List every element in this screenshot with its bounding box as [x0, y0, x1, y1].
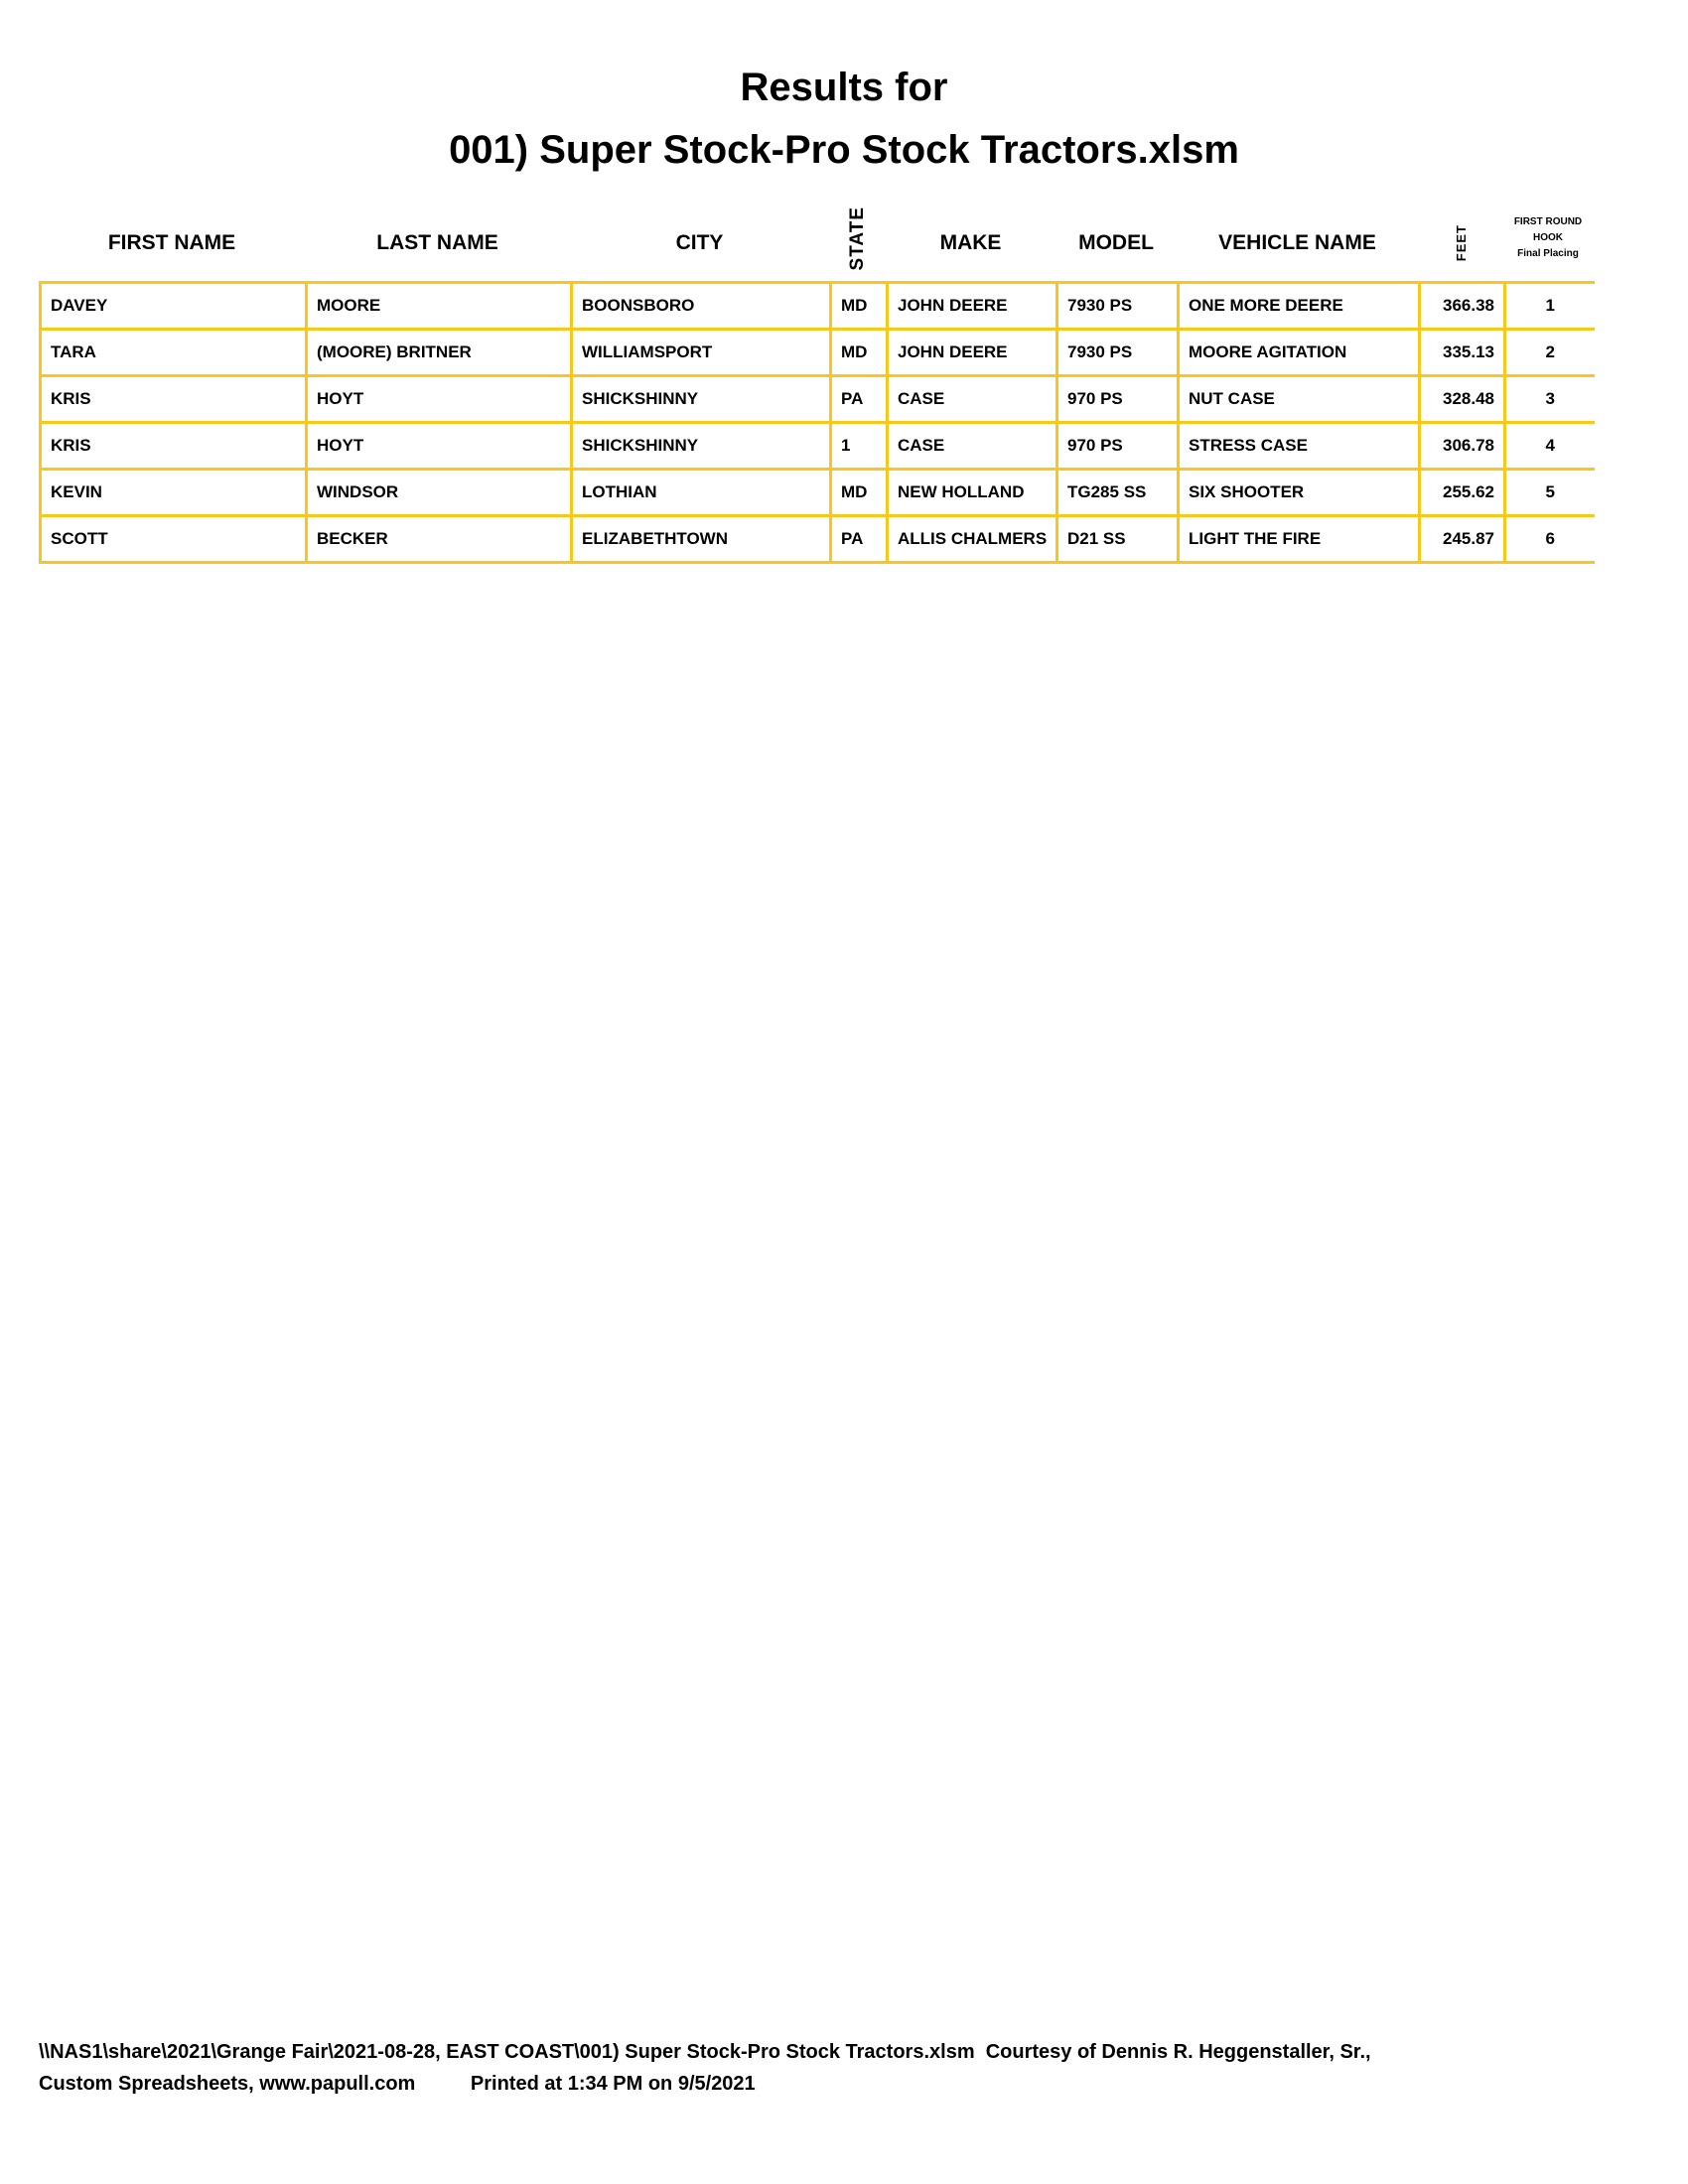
header-first-name: FIRST NAME: [107, 231, 236, 254]
cell-last-name: HOYT: [305, 421, 573, 471]
footer-file-path: \\NAS1\share\2021\Grange Fair\2021-08-28…: [39, 2041, 1371, 2063]
cell-model: 970 PS: [1055, 421, 1180, 471]
cell-make: JOHN DEERE: [886, 281, 1058, 331]
header-placing-line3: Final Placing: [1517, 248, 1579, 259]
header-state: STATE: [846, 205, 868, 271]
cell-city: WILLIAMSPORT: [570, 328, 832, 377]
cell-placing: 3: [1503, 374, 1595, 424]
footer-print-info: Custom Spreadsheets, www.papull.com Prin…: [39, 2073, 756, 2095]
cell-make: ALLIS CHALMERS: [886, 514, 1058, 564]
cell-feet: 335.13: [1418, 328, 1506, 377]
header-city: CITY: [675, 231, 724, 254]
header-state-cell: STATE: [829, 199, 886, 278]
cell-vehicle-name: STRESS CASE: [1177, 421, 1421, 471]
cell-state: MD: [829, 281, 889, 331]
cell-first-name: KRIS: [39, 374, 308, 424]
cell-city: BOONSBORO: [570, 281, 832, 331]
cell-model: D21 SS: [1055, 514, 1180, 564]
cell-model: 970 PS: [1055, 374, 1180, 424]
cell-first-name: DAVEY: [39, 281, 308, 331]
cell-city: LOTHIAN: [570, 468, 832, 517]
cell-vehicle-name: MOORE AGITATION: [1177, 328, 1421, 377]
report-title: Results for: [740, 66, 948, 109]
header-make: MAKE: [939, 231, 1002, 254]
cell-last-name: BECKER: [305, 514, 573, 564]
cell-first-name: SCOTT: [39, 514, 308, 564]
cell-state: PA: [829, 374, 889, 424]
table-row: KEVIN WINDSOR LOTHIAN MD NEW HOLLAND TG285 SS…: [39, 468, 1595, 517]
cell-make: NEW HOLLAND: [886, 468, 1058, 517]
cell-state: 1: [829, 421, 889, 471]
cell-city: SHICKSHINNY: [570, 421, 832, 471]
cell-first-name: TARA: [39, 328, 308, 377]
header-placing-line1: FIRST ROUND: [1513, 216, 1583, 227]
cell-model: 7930 PS: [1055, 281, 1180, 331]
cell-last-name: MOORE: [305, 281, 573, 331]
table-row: DAVEY MOORE BOONSBORO MD JOHN DEERE 7930 PS ON…: [39, 281, 1595, 331]
results-table: DAVEY MOORE BOONSBORO MD JOHN DEERE 7930 PS ON…: [39, 281, 1595, 564]
cell-state: MD: [829, 328, 889, 377]
header-vehicle-name: VEHICLE NAME: [1218, 231, 1376, 254]
cell-state: MD: [829, 468, 889, 517]
cell-state: PA: [829, 514, 889, 564]
cell-last-name: WINDSOR: [305, 468, 573, 517]
cell-feet: 328.48: [1418, 374, 1506, 424]
report-file-name: 001) Super Stock-Pro Stock Tractors.xlsm: [449, 128, 1239, 172]
table-row: TARA (MOORE) BRITNER WILLIAMSPORT MD JOHN DE…: [39, 328, 1595, 377]
header-model: MODEL: [1078, 231, 1154, 254]
table-row: KRIS HOYT SHICKSHINNY PA CASE 970 PS NUT CASE 3…: [39, 374, 1595, 424]
table-row: KRIS HOYT SHICKSHINNY 1 CASE 970 PS STRESS CAS…: [39, 421, 1595, 471]
cell-first-name: KRIS: [39, 421, 308, 471]
cell-feet: 366.38: [1418, 281, 1506, 331]
cell-placing: 4: [1503, 421, 1595, 471]
cell-vehicle-name: ONE MORE DEERE: [1177, 281, 1421, 331]
cell-placing: 6: [1503, 514, 1595, 564]
cell-city: SHICKSHINNY: [570, 374, 832, 424]
header-placing: FIRST ROUND HOOK Final Placing: [1503, 208, 1593, 268]
cell-vehicle-name: NUT CASE: [1177, 374, 1421, 424]
cell-vehicle-name: LIGHT THE FIRE: [1177, 514, 1421, 564]
header-feet: FEET: [1453, 224, 1469, 262]
cell-make: JOHN DEERE: [886, 328, 1058, 377]
cell-feet: 255.62: [1418, 468, 1506, 517]
cell-first-name: KEVIN: [39, 468, 308, 517]
cell-placing: 5: [1503, 468, 1595, 517]
cell-feet: 245.87: [1418, 514, 1506, 564]
cell-make: CASE: [886, 421, 1058, 471]
table-row: SCOTT BECKER ELIZABETHTOWN PA ALLIS CHALMERS…: [39, 514, 1595, 564]
header-placing-line2: HOOK: [1533, 232, 1563, 243]
cell-model: 7930 PS: [1055, 328, 1180, 377]
cell-last-name: HOYT: [305, 374, 573, 424]
cell-placing: 1: [1503, 281, 1595, 331]
cell-model: TG285 SS: [1055, 468, 1180, 517]
header-last-name: LAST NAME: [376, 231, 498, 254]
cell-last-name: (MOORE) BRITNER: [305, 328, 573, 377]
header-feet-cell: FEET: [1418, 213, 1503, 273]
cell-vehicle-name: SIX SHOOTER: [1177, 468, 1421, 517]
cell-placing: 2: [1503, 328, 1595, 377]
cell-make: CASE: [886, 374, 1058, 424]
cell-feet: 306.78: [1418, 421, 1506, 471]
cell-city: ELIZABETHTOWN: [570, 514, 832, 564]
